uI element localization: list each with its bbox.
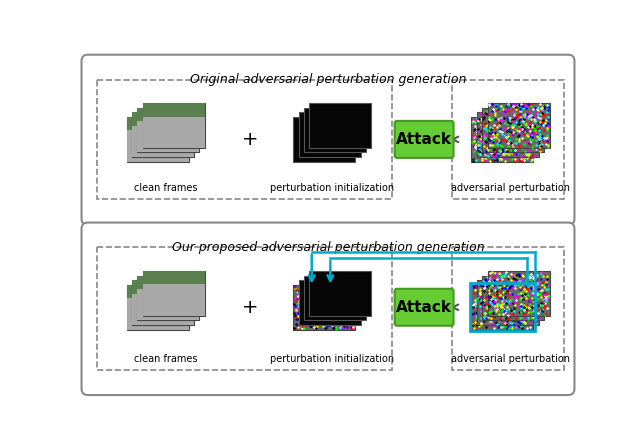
FancyBboxPatch shape	[452, 80, 564, 199]
FancyBboxPatch shape	[81, 222, 575, 395]
FancyBboxPatch shape	[127, 285, 189, 330]
FancyBboxPatch shape	[132, 280, 194, 325]
FancyBboxPatch shape	[304, 108, 366, 152]
FancyBboxPatch shape	[143, 103, 205, 117]
FancyBboxPatch shape	[304, 276, 366, 320]
Text: adversarial perturbation: adversarial perturbation	[451, 183, 570, 193]
FancyBboxPatch shape	[482, 276, 544, 320]
FancyBboxPatch shape	[132, 113, 194, 126]
FancyBboxPatch shape	[127, 117, 189, 131]
FancyBboxPatch shape	[395, 289, 454, 326]
FancyBboxPatch shape	[127, 298, 189, 330]
FancyBboxPatch shape	[309, 271, 371, 316]
FancyBboxPatch shape	[143, 284, 205, 316]
Text: clean frames: clean frames	[134, 183, 197, 193]
FancyBboxPatch shape	[143, 117, 205, 148]
FancyBboxPatch shape	[138, 108, 199, 121]
FancyBboxPatch shape	[143, 271, 205, 316]
FancyBboxPatch shape	[127, 131, 189, 162]
Text: clean frames: clean frames	[134, 354, 197, 364]
Text: perturbation initialization: perturbation initialization	[270, 183, 394, 193]
FancyBboxPatch shape	[138, 276, 199, 320]
FancyBboxPatch shape	[132, 294, 194, 325]
FancyBboxPatch shape	[127, 117, 189, 162]
FancyBboxPatch shape	[132, 113, 194, 157]
FancyBboxPatch shape	[132, 280, 194, 294]
FancyBboxPatch shape	[309, 103, 371, 148]
Text: Attack: Attack	[396, 300, 452, 315]
FancyBboxPatch shape	[138, 108, 199, 152]
FancyBboxPatch shape	[488, 271, 550, 316]
FancyBboxPatch shape	[132, 126, 194, 157]
FancyBboxPatch shape	[127, 285, 189, 298]
FancyBboxPatch shape	[488, 103, 550, 148]
Text: Attack: Attack	[396, 132, 452, 147]
FancyBboxPatch shape	[97, 80, 392, 199]
FancyBboxPatch shape	[97, 247, 392, 370]
FancyBboxPatch shape	[452, 247, 564, 370]
FancyBboxPatch shape	[293, 117, 355, 162]
Text: Our proposed adversarial perturbation generation: Our proposed adversarial perturbation ge…	[172, 241, 484, 254]
Text: +: +	[243, 298, 259, 317]
FancyBboxPatch shape	[293, 285, 355, 330]
FancyBboxPatch shape	[143, 271, 205, 284]
FancyBboxPatch shape	[472, 117, 533, 162]
FancyBboxPatch shape	[482, 108, 544, 152]
FancyBboxPatch shape	[298, 280, 360, 325]
Text: adversarial perturbation: adversarial perturbation	[451, 354, 570, 364]
Text: perturbation initialization: perturbation initialization	[270, 354, 394, 364]
FancyBboxPatch shape	[138, 276, 199, 289]
FancyBboxPatch shape	[472, 285, 533, 330]
FancyBboxPatch shape	[138, 121, 199, 152]
Text: Original adversarial perturbation generation: Original adversarial perturbation genera…	[190, 73, 466, 86]
Text: +: +	[243, 130, 259, 149]
FancyBboxPatch shape	[81, 54, 575, 225]
FancyBboxPatch shape	[138, 289, 199, 320]
FancyBboxPatch shape	[477, 280, 539, 325]
FancyBboxPatch shape	[298, 113, 360, 157]
FancyBboxPatch shape	[477, 113, 539, 157]
FancyBboxPatch shape	[395, 121, 454, 158]
FancyBboxPatch shape	[143, 103, 205, 148]
